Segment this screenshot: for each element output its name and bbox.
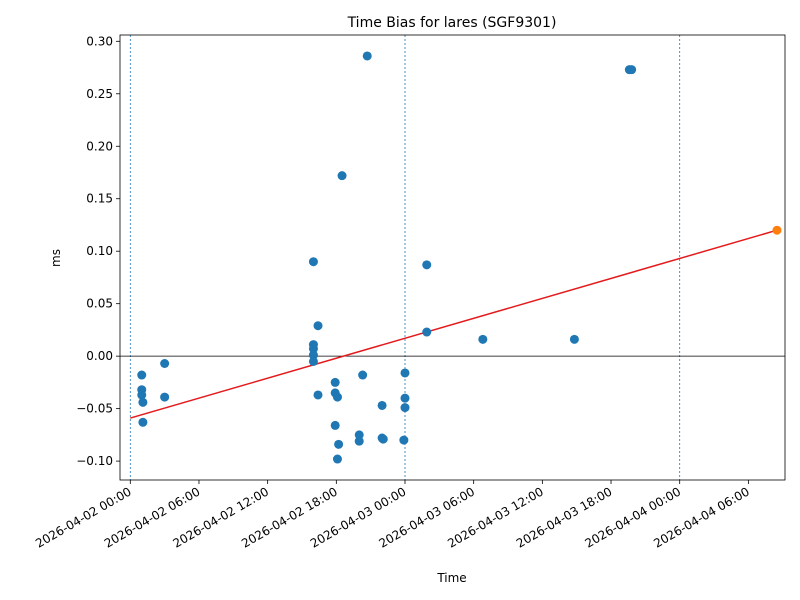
data-point [313,390,323,400]
data-point [308,257,318,267]
data-point [160,359,170,369]
plot-frame [119,34,786,481]
data-point [400,403,410,413]
data-point [330,377,340,387]
data-point [337,171,347,181]
plot-area: 0.300.250.200.150.100.050.00−0.05−0.1020… [33,34,786,551]
data-point [422,327,432,337]
data-point [422,260,432,270]
chart-title: Time Bias for lares (SGF9301) [347,15,557,31]
data-point [400,393,410,403]
data-point [400,368,410,378]
y-tick-label: −0.10 [76,454,113,468]
trend-line [130,229,778,419]
data-point [313,321,323,331]
data-point [377,400,387,410]
data-point [399,435,409,445]
data-point [378,434,388,444]
y-tick-label: 0.15 [86,192,113,206]
y-tick-label: 0.25 [86,87,113,101]
y-tick-label: 0.30 [86,34,113,48]
data-point [308,356,318,366]
data-point [569,334,579,344]
data-point [354,436,364,446]
data-point [138,397,148,407]
data-point [332,392,342,402]
x-axis-label: Time [436,571,466,585]
data-point [332,454,342,464]
y-tick-label: 0.00 [86,349,113,363]
data-point [772,225,782,235]
data-point [334,439,344,449]
y-tick-label: −0.05 [76,402,113,416]
data-point [330,420,340,430]
data-point [627,65,637,75]
data-point [308,344,318,354]
data-point [358,370,368,380]
data-point [137,390,147,400]
data-point [478,334,488,344]
y-axis-label: ms [49,249,63,267]
data-point [160,392,170,402]
data-point [362,51,372,61]
y-tick-label: 0.05 [86,297,113,311]
data-point [308,350,318,360]
y-tick-label: 0.20 [86,139,113,153]
data-point [138,417,148,427]
data-point [354,430,364,440]
data-point [137,370,147,380]
y-tick-label: 0.10 [86,244,113,258]
